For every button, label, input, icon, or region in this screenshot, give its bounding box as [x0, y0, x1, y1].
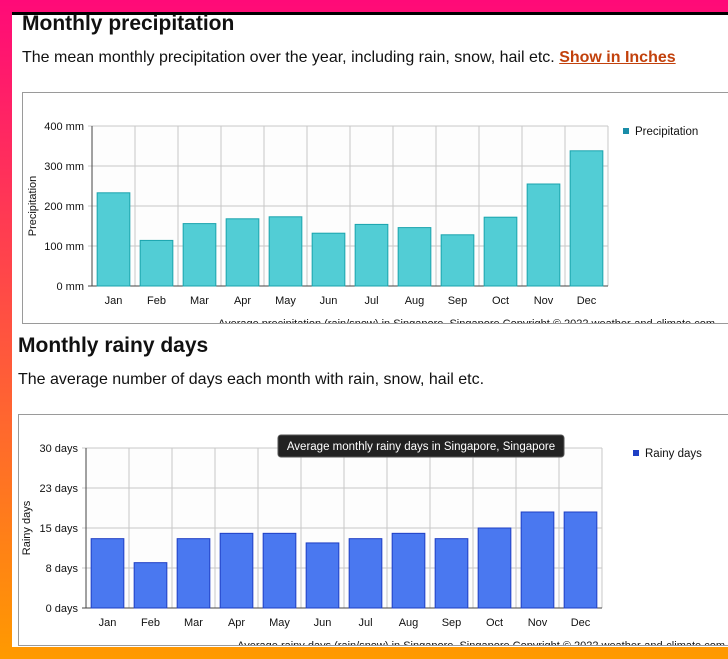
x-tick-label: Jan: [99, 617, 117, 629]
bar-nov[interactable]: [520, 511, 555, 609]
x-tick-label: Jan: [105, 295, 123, 307]
precipitation-heading: Monthly precipitation: [22, 12, 235, 35]
bar-may[interactable]: [268, 216, 303, 287]
bar-mar[interactable]: [182, 223, 217, 287]
chart-footer: Average precipitation (rain/snow) in Sin…: [218, 318, 715, 323]
x-tick-label: Sep: [442, 617, 462, 629]
bar-mar[interactable]: [176, 538, 211, 609]
bar-sep[interactable]: [434, 538, 469, 609]
bar-jun[interactable]: [311, 232, 346, 287]
bar-feb[interactable]: [133, 562, 168, 609]
x-tick-label: Nov: [528, 617, 548, 629]
bar-oct[interactable]: [483, 216, 518, 287]
x-tick-label: Aug: [405, 295, 425, 307]
y-tick-label: 100 mm: [44, 241, 84, 253]
y-tick-label: 23 days: [39, 483, 78, 495]
bar-feb[interactable]: [139, 239, 174, 287]
x-tick-label: Jul: [364, 295, 378, 307]
chart-tooltip: Average monthly rainy days in Singapore,…: [277, 434, 565, 458]
chart-footer: Average rainy days (rain/snow) in Singap…: [237, 640, 725, 645]
bar-jan[interactable]: [96, 192, 131, 287]
tooltip-text: Average monthly rainy days in Singapore,…: [287, 441, 555, 453]
y-tick-label: 8 days: [46, 563, 79, 575]
y-tick-label: 400 mm: [44, 121, 84, 133]
x-tick-label: Jun: [314, 617, 332, 629]
y-tick-label: 0 mm: [57, 281, 85, 293]
legend-swatch: [623, 128, 629, 134]
show-in-inches-link[interactable]: Show in Inches: [559, 49, 676, 66]
bar-sep[interactable]: [440, 234, 475, 287]
bar-dec[interactable]: [569, 150, 604, 287]
x-tick-label: Feb: [141, 617, 160, 629]
top-border: [12, 12, 728, 15]
x-tick-label: Apr: [228, 617, 245, 629]
precipitation-chart-svg: 0 mm 100 mm 200 mm 300 mm 400 mm Jan Feb Mar Apr…: [27, 121, 715, 323]
x-tick-label: Aug: [399, 617, 419, 629]
x-tick-label: Jul: [358, 617, 372, 629]
bar-may[interactable]: [262, 532, 297, 609]
rainy-days-heading: Monthly rainy days: [18, 334, 209, 357]
x-tick-label: Jun: [320, 295, 338, 307]
x-tick-label: Nov: [534, 295, 554, 307]
precipitation-description: The mean monthly precipitation over the …: [22, 49, 676, 67]
bar-apr[interactable]: [225, 218, 260, 287]
y-tick-label: 0 days: [46, 603, 79, 615]
bar-aug[interactable]: [391, 532, 426, 609]
tooltip-background: [277, 434, 565, 458]
x-tick-label: Mar: [184, 617, 203, 629]
y-tick-label: 15 days: [39, 523, 78, 535]
x-tick-label: May: [269, 617, 290, 629]
bar-jun[interactable]: [305, 542, 340, 609]
legend-label[interactable]: Precipitation: [635, 126, 698, 138]
x-tick-label: Dec: [571, 617, 591, 629]
precipitation-chart: 0 mm 100 mm 200 mm 300 mm 400 mm Jan Feb Mar Apr…: [22, 92, 728, 324]
x-tick-label: Oct: [486, 617, 503, 629]
x-tick-label: Dec: [577, 295, 597, 307]
precipitation-description-text: The mean monthly precipitation over the …: [22, 49, 555, 66]
bar-oct[interactable]: [477, 527, 512, 609]
bar-jul[interactable]: [354, 223, 389, 287]
y-tick-label: 300 mm: [44, 161, 84, 173]
bar-jul[interactable]: [348, 538, 383, 609]
y-tick-label: 200 mm: [44, 201, 84, 213]
x-tick-label: Sep: [448, 295, 468, 307]
bar-aug[interactable]: [397, 227, 432, 287]
x-tick-label: Oct: [492, 295, 509, 307]
legend-swatch: [633, 450, 639, 456]
y-axis-label: Rainy days: [21, 500, 33, 555]
y-axis-label: Precipitation: [27, 176, 39, 237]
x-tick-label: Apr: [234, 295, 251, 307]
page: Monthly precipitation The mean monthly p…: [12, 12, 728, 647]
y-tick-label: 30 days: [39, 443, 78, 455]
legend-label[interactable]: Rainy days: [645, 448, 702, 460]
x-tick-label: Feb: [147, 295, 166, 307]
rainy-days-description: The average number of days each month wi…: [18, 371, 485, 388]
bar-dec[interactable]: [563, 511, 598, 609]
x-tick-label: May: [275, 295, 296, 307]
bar-jan[interactable]: [90, 538, 125, 609]
rainy-days-chart-svg: 0 days 8 days 15 days 23 days 30 days Jan Feb M…: [21, 434, 725, 645]
rainy-days-chart: 0 days 8 days 15 days 23 days 30 days Jan Feb M…: [18, 414, 728, 646]
bar-nov[interactable]: [526, 183, 561, 287]
bar-apr[interactable]: [219, 532, 254, 609]
x-tick-label: Mar: [190, 295, 209, 307]
